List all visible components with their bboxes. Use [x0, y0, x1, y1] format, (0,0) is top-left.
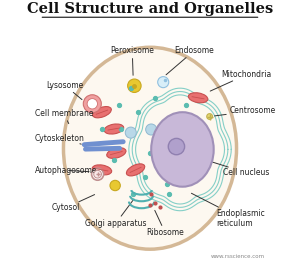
Ellipse shape — [64, 47, 236, 249]
Ellipse shape — [168, 138, 184, 155]
Ellipse shape — [107, 148, 126, 158]
Ellipse shape — [110, 180, 120, 191]
Text: Endosome: Endosome — [166, 46, 214, 75]
Ellipse shape — [94, 170, 101, 178]
Ellipse shape — [83, 95, 101, 113]
Text: Centrosome: Centrosome — [214, 106, 276, 116]
Text: Lysosome: Lysosome — [46, 81, 84, 100]
Ellipse shape — [125, 127, 136, 138]
Text: Peroxisome: Peroxisome — [110, 46, 154, 75]
Text: Ribosome: Ribosome — [146, 210, 184, 237]
Text: Cell nucleus: Cell nucleus — [211, 162, 270, 177]
Ellipse shape — [92, 168, 104, 180]
Ellipse shape — [92, 165, 112, 175]
Text: www.rsscience.com: www.rsscience.com — [211, 254, 266, 259]
Text: Cell Structure and Organelles: Cell Structure and Organelles — [27, 2, 273, 16]
Text: Cytosol: Cytosol — [51, 195, 94, 212]
Text: Cell membrane: Cell membrane — [34, 109, 93, 124]
Ellipse shape — [151, 112, 214, 187]
Text: Endoplasmic
reticulum: Endoplasmic reticulum — [191, 193, 265, 228]
Ellipse shape — [128, 79, 141, 92]
Text: Mitochondria: Mitochondria — [210, 70, 271, 91]
Ellipse shape — [87, 99, 98, 109]
Ellipse shape — [92, 107, 111, 118]
Ellipse shape — [158, 77, 169, 88]
Text: Golgi apparatus: Golgi apparatus — [85, 199, 147, 228]
Ellipse shape — [146, 124, 157, 135]
Text: Cytoskeleton: Cytoskeleton — [34, 134, 85, 144]
Text: Autophagosome: Autophagosome — [34, 166, 97, 175]
Ellipse shape — [207, 114, 212, 119]
Ellipse shape — [126, 164, 145, 176]
Ellipse shape — [104, 124, 124, 134]
Ellipse shape — [188, 93, 208, 103]
